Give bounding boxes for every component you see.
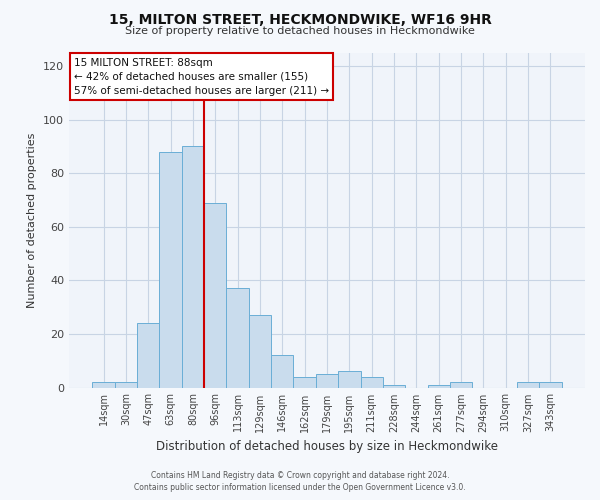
X-axis label: Distribution of detached houses by size in Heckmondwike: Distribution of detached houses by size … xyxy=(156,440,498,453)
Text: Contains HM Land Registry data © Crown copyright and database right 2024.
Contai: Contains HM Land Registry data © Crown c… xyxy=(134,471,466,492)
Text: 15 MILTON STREET: 88sqm
← 42% of detached houses are smaller (155)
57% of semi-d: 15 MILTON STREET: 88sqm ← 42% of detache… xyxy=(74,58,329,96)
Bar xyxy=(383,385,405,388)
Bar xyxy=(160,152,182,388)
Y-axis label: Number of detached properties: Number of detached properties xyxy=(28,132,37,308)
Bar xyxy=(517,382,539,388)
Bar xyxy=(115,382,137,388)
Text: 15, MILTON STREET, HECKMONDWIKE, WF16 9HR: 15, MILTON STREET, HECKMONDWIKE, WF16 9H… xyxy=(109,12,491,26)
Bar xyxy=(271,356,293,388)
Bar xyxy=(338,372,361,388)
Bar xyxy=(92,382,115,388)
Bar xyxy=(316,374,338,388)
Bar xyxy=(249,315,271,388)
Bar xyxy=(204,202,226,388)
Bar xyxy=(361,377,383,388)
Bar xyxy=(182,146,204,388)
Bar xyxy=(450,382,472,388)
Bar xyxy=(539,382,562,388)
Bar xyxy=(293,377,316,388)
Bar xyxy=(137,323,160,388)
Bar xyxy=(226,288,249,388)
Bar xyxy=(428,385,450,388)
Text: Size of property relative to detached houses in Heckmondwike: Size of property relative to detached ho… xyxy=(125,26,475,36)
